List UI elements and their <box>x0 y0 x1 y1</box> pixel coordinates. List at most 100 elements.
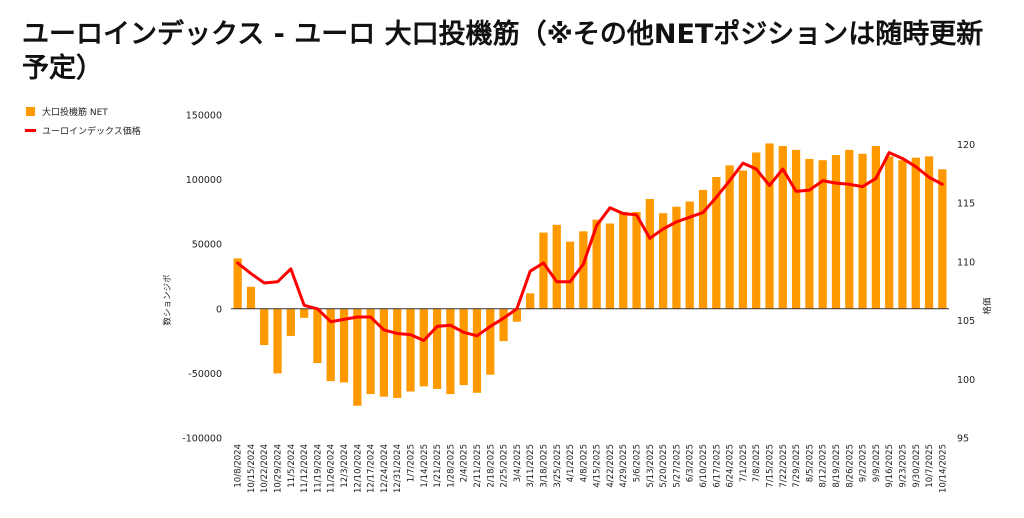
x-tick-label: 2/18/2025 <box>486 444 496 488</box>
chart-title: ユーロインデックス - ユーロ 大口投機筋（※その他NETポジションは随時更新予… <box>22 19 984 84</box>
bar <box>366 308 375 395</box>
x-tick-label: 10/22/2024 <box>260 444 270 493</box>
legend-line-label: ユーロインデックス価格 <box>42 125 141 137</box>
x-tick-label: 10/15/2024 <box>247 444 257 493</box>
bar <box>619 211 628 309</box>
legend-line-swatch <box>25 129 36 132</box>
right-tick-label: 95 <box>957 434 969 445</box>
x-tick-label: 3/18/2025 <box>539 444 549 488</box>
bar <box>326 308 335 382</box>
bar <box>818 160 827 309</box>
price-line <box>236 151 944 343</box>
x-tick-label: 2/25/2025 <box>500 444 510 488</box>
bar <box>924 156 934 309</box>
left-tick-label: -50000 <box>188 369 222 380</box>
bar <box>353 308 362 406</box>
x-tick-label: 9/9/2025 <box>872 444 882 482</box>
bar <box>805 158 814 309</box>
bar <box>885 156 894 309</box>
bar <box>632 211 641 309</box>
bar <box>698 189 708 309</box>
x-tick-label: 1/21/2025 <box>433 444 443 488</box>
x-tick-label: 7/29/2025 <box>792 444 802 488</box>
x-tick-label: 3/25/2025 <box>553 444 563 488</box>
x-tick-label: 3/11/2025 <box>526 444 536 488</box>
x-tick-label: 4/22/2025 <box>606 444 616 488</box>
legend-bar-label: 大口投機筋 NET <box>42 106 108 118</box>
bar <box>286 308 295 336</box>
x-tick-label: 11/26/2024 <box>327 444 337 493</box>
bar <box>246 286 256 309</box>
x-tick-label: 8/19/2025 <box>832 444 842 488</box>
x-tick-label: 7/1/2025 <box>739 444 749 482</box>
x-tick-label: 9/23/2025 <box>898 444 908 488</box>
x-tick-label: 2/4/2025 <box>460 444 470 482</box>
bar <box>831 155 841 309</box>
x-tick-label: 10/8/2024 <box>234 444 244 488</box>
right-axis-ticks: 95 100 105 110 115 120 <box>957 140 975 445</box>
right-tick-label: 105 <box>957 316 975 327</box>
bar <box>472 308 482 393</box>
bar <box>260 308 269 345</box>
left-tick-label: 50000 <box>192 240 222 251</box>
bar <box>765 143 774 309</box>
bar <box>539 232 548 309</box>
x-tick-label: 10/14/2025 <box>938 444 948 493</box>
bar <box>300 308 309 318</box>
bar <box>512 308 521 322</box>
x-tick-label: 6/17/2025 <box>712 444 722 488</box>
bar <box>526 293 535 309</box>
x-tick-label: 12/17/2024 <box>367 444 377 493</box>
x-tick-label: 9/30/2025 <box>912 444 922 488</box>
x-tick-label: 4/8/2025 <box>579 444 589 482</box>
x-tick-label: 4/15/2025 <box>593 444 603 488</box>
x-tick-label: 1/28/2025 <box>446 444 456 488</box>
bar <box>659 213 668 309</box>
bar <box>738 170 748 309</box>
x-tick-label: 12/3/2024 <box>340 444 350 488</box>
bar <box>486 308 495 375</box>
x-tick-label: 11/12/2024 <box>300 444 310 493</box>
bar <box>712 177 721 309</box>
bar <box>898 160 907 309</box>
left-tick-label: 100000 <box>186 175 222 186</box>
x-tick-label: 7/22/2025 <box>779 444 789 488</box>
left-tick-label: 0 <box>216 304 222 315</box>
x-tick-label: 6/3/2025 <box>686 444 696 482</box>
right-axis-title: 格価 <box>982 297 993 315</box>
bar <box>579 231 588 309</box>
x-tick-label: 6/24/2025 <box>726 444 736 488</box>
x-axis-ticks: 10/8/2024 10/15/2024 10/22/2024 10/29/2024 1… <box>234 444 949 493</box>
bar <box>432 308 442 389</box>
bar <box>273 308 282 374</box>
x-tick-label: 11/5/2024 <box>287 444 297 488</box>
bar <box>645 198 654 309</box>
left-axis-title: 数ションジボ <box>162 274 173 326</box>
bar <box>685 201 694 309</box>
x-tick-label: 6/10/2025 <box>699 444 709 488</box>
x-tick-label: 2/11/2025 <box>473 444 483 488</box>
bar <box>672 206 681 309</box>
legend: 大口投機筋 NET ユーロインデックス価格 <box>25 106 141 137</box>
x-tick-label: 10/29/2024 <box>274 444 284 493</box>
bar <box>379 308 389 397</box>
x-tick-label: 8/26/2025 <box>845 444 855 488</box>
left-tick-label: -100000 <box>182 434 222 445</box>
x-tick-label: 11/19/2024 <box>313 444 323 493</box>
bar <box>313 308 322 364</box>
x-tick-label: 5/6/2025 <box>633 444 643 482</box>
x-tick-label: 4/29/2025 <box>619 444 629 488</box>
x-tick-label: 5/27/2025 <box>672 444 682 488</box>
bar <box>778 146 787 309</box>
x-tick-label: 4/1/2025 <box>566 444 576 482</box>
bar <box>552 224 561 309</box>
bar <box>938 169 947 309</box>
legend-bar-swatch <box>26 107 35 116</box>
x-tick-label: 5/13/2025 <box>646 444 656 488</box>
x-tick-label: 12/10/2024 <box>353 444 363 493</box>
x-tick-label: 12/31/2024 <box>393 444 403 493</box>
x-tick-label: 3/4/2025 <box>513 444 523 482</box>
bar <box>858 153 867 309</box>
bar <box>911 157 920 309</box>
bar <box>406 308 415 392</box>
